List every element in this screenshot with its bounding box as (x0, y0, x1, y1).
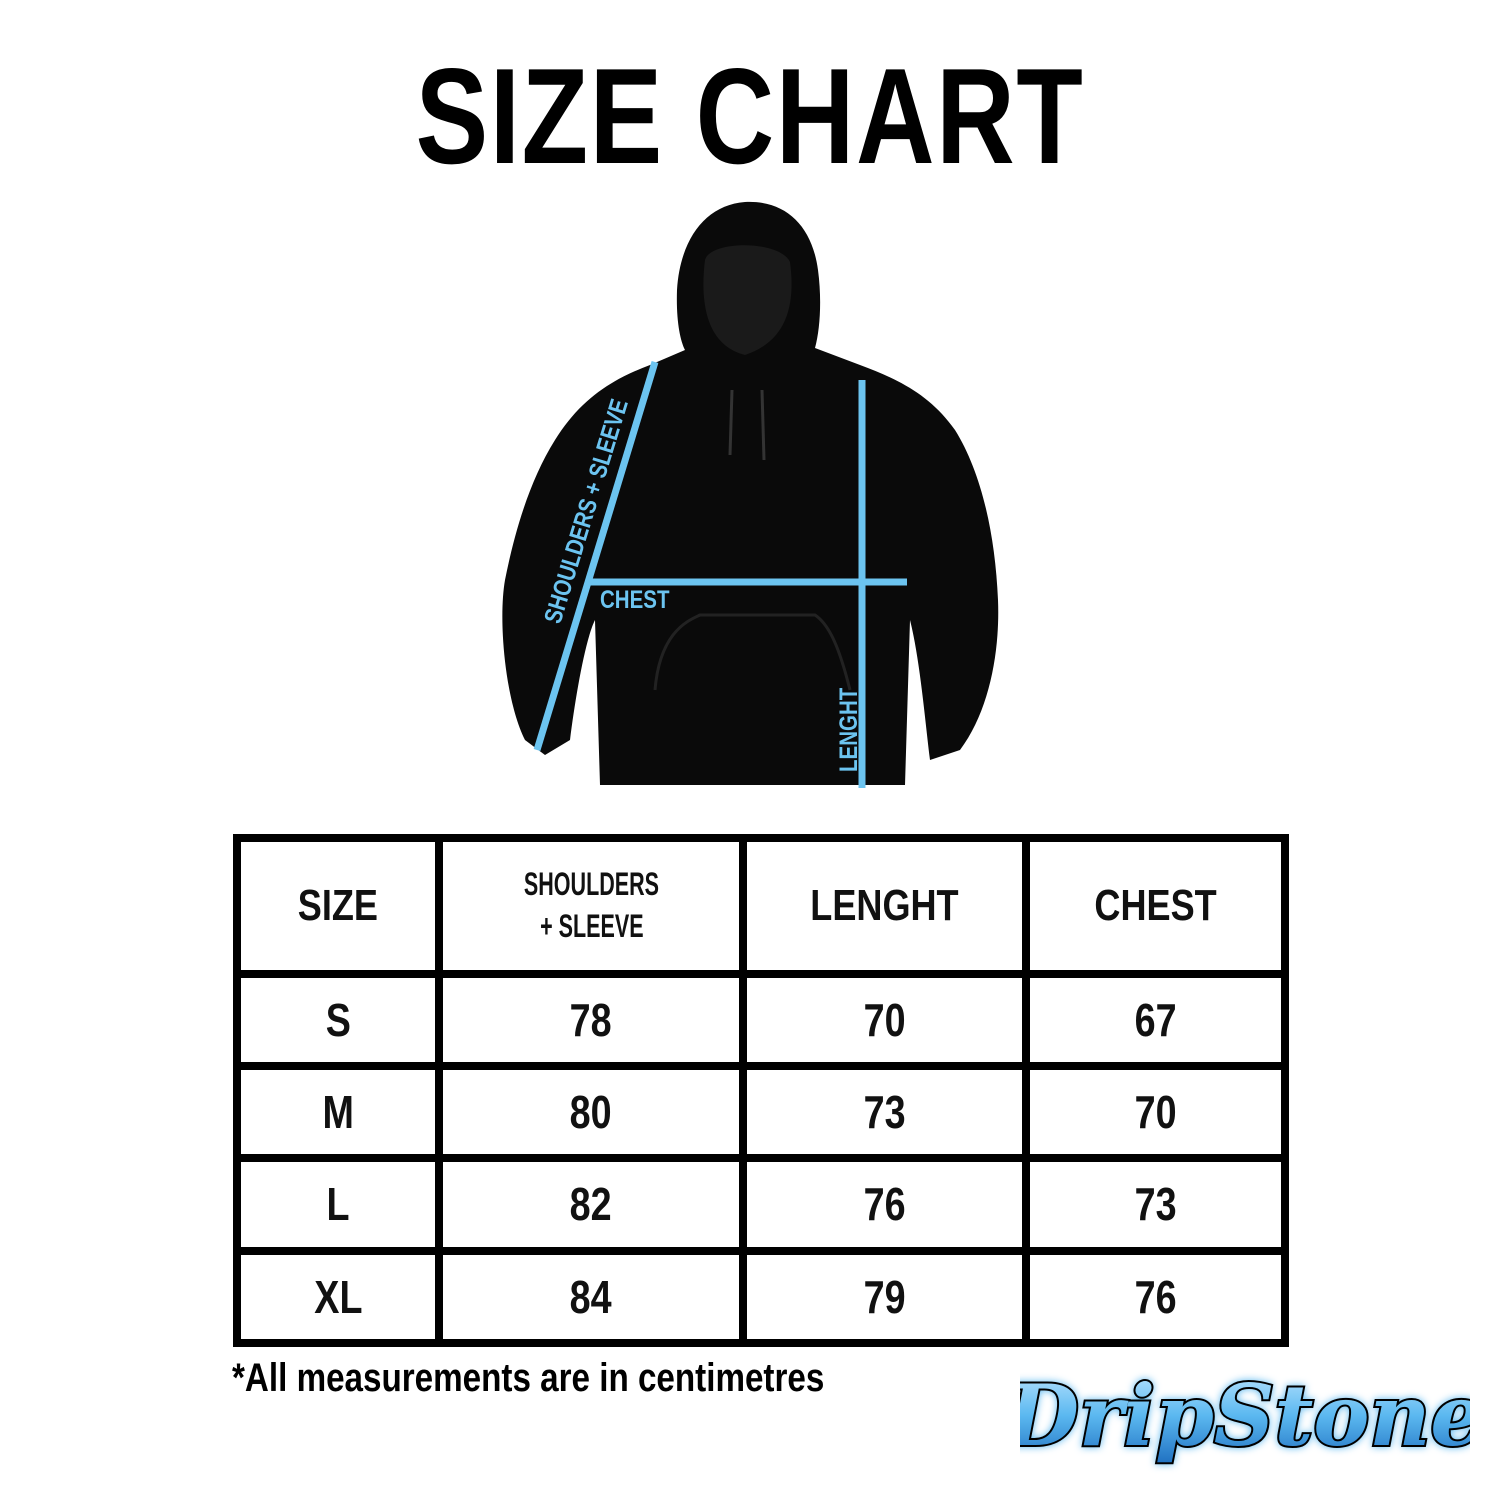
hoodie-illustration (502, 201, 999, 785)
size-table: SIZE SHOULDERS + SLEEVE LENGHT CHEST S 78… (233, 834, 1289, 1348)
header-length: LENGHT (739, 834, 1030, 978)
table-row: XL 84 79 76 (233, 1246, 1289, 1348)
drawstring-right (760, 389, 766, 461)
cell-shoulders-sleeve: 78 (435, 969, 747, 1071)
cell-chest: 76 (1022, 1246, 1289, 1348)
cell-chest: 70 (1022, 1062, 1289, 1163)
cell-chest: 67 (1022, 969, 1289, 1071)
header-chest: CHEST (1022, 834, 1289, 978)
cell-shoulders-sleeve: 82 (435, 1154, 747, 1255)
page-title: SIZE CHART (415, 40, 1085, 192)
measurement-lines (533, 360, 907, 788)
dripstone-logo: DripStone (1020, 1364, 1470, 1467)
measurement-note: *All measurements are in centimetres (232, 1356, 825, 1400)
cell-size: S (233, 969, 443, 1071)
shoulders-sleeve-line (533, 360, 659, 752)
hood-opening (703, 245, 792, 355)
chest-label: CHEST (600, 585, 670, 613)
cell-chest: 73 (1022, 1154, 1289, 1255)
header-shoulders-sleeve: SHOULDERS + SLEEVE (435, 834, 747, 978)
logo-wordmark: DripStone (1020, 1366, 1470, 1465)
table-row: M 80 73 70 (233, 1062, 1289, 1163)
cell-size: XL (233, 1246, 443, 1348)
hoodie-diagram: SHOULDERS + SLEEVE CHEST LENGHT (502, 201, 999, 788)
cell-size: M (233, 1062, 443, 1163)
cell-length: 76 (739, 1154, 1030, 1255)
drawstring-left (728, 389, 734, 456)
length-label: LENGHT (834, 688, 862, 772)
cell-length: 73 (739, 1062, 1030, 1163)
cell-size: L (233, 1154, 443, 1255)
cell-length: 70 (739, 969, 1030, 1071)
table-header-row: SIZE SHOULDERS + SLEEVE LENGHT CHEST (233, 834, 1289, 978)
header-size: SIZE (233, 834, 443, 978)
cell-shoulders-sleeve: 80 (435, 1062, 747, 1163)
table-row: S 78 70 67 (233, 969, 1289, 1071)
cell-length: 79 (739, 1246, 1030, 1348)
front-pocket (653, 613, 852, 691)
table-row: L 82 76 73 (233, 1154, 1289, 1255)
cell-shoulders-sleeve: 84 (435, 1246, 747, 1348)
